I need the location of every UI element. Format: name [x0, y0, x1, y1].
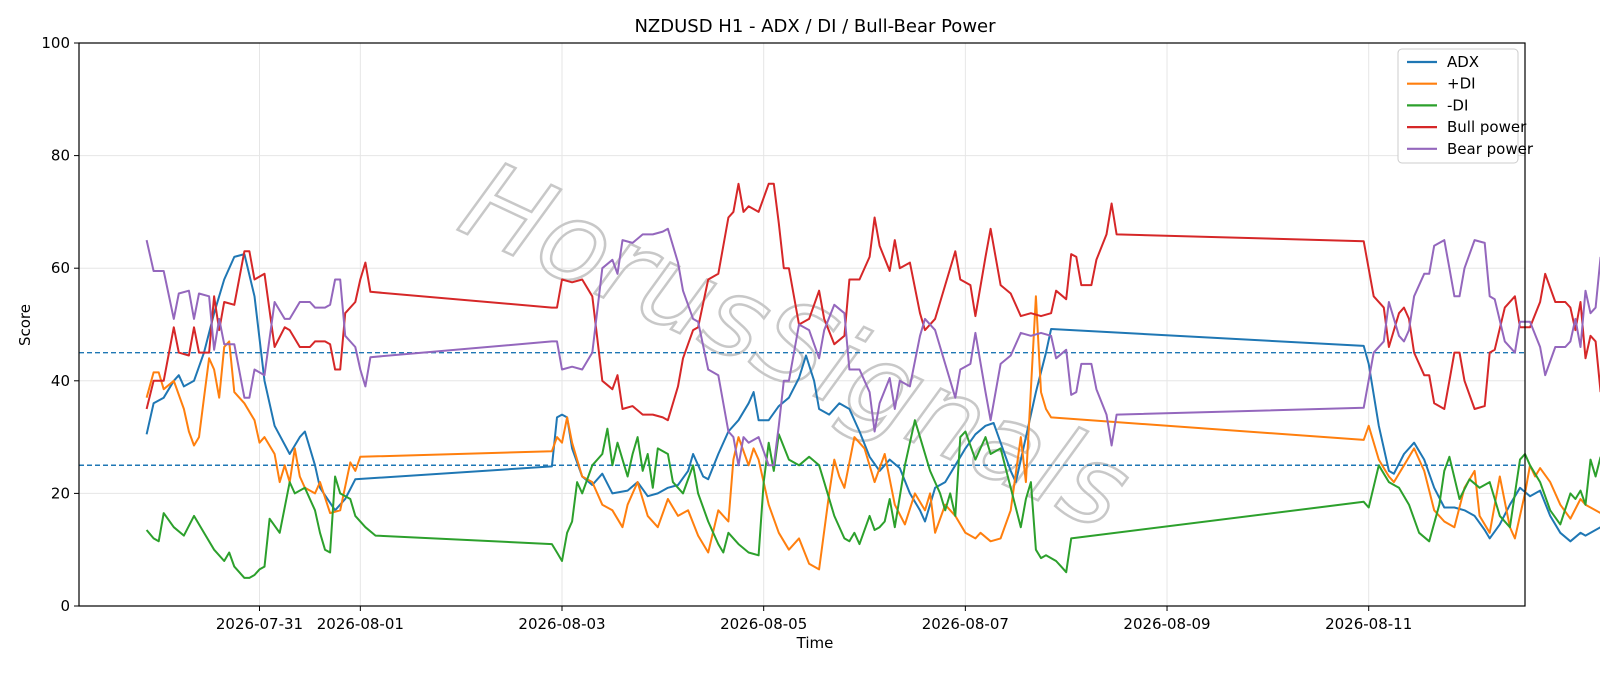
- x-tick-label: 2026-07-31: [216, 615, 303, 633]
- x-tick-label: 2026-08-05: [720, 615, 807, 633]
- y-tick-label: 0: [60, 597, 70, 615]
- y-tick-label: 100: [41, 34, 70, 52]
- y-tick-label: 60: [51, 259, 70, 277]
- x-axis: 2026-07-31 2026-08-01 2026-08-03 2026-08-05…: [216, 606, 1412, 633]
- legend-label: ADX: [1447, 53, 1479, 71]
- series-line-bear-power: [145, 227, 1600, 467]
- series-line-bull-power: [145, 182, 1600, 422]
- x-tick-label: 2026-08-11: [1325, 615, 1412, 633]
- series-line-adx: [145, 253, 1600, 543]
- chart-title: NZDUSD H1 - ADX / DI / Bull-Bear Power: [634, 16, 996, 37]
- x-tick-label: 2026-08-03: [518, 615, 605, 633]
- series-line-di: [145, 419, 1600, 579]
- x-axis-label: Time: [796, 634, 834, 652]
- y-tick-label: 40: [51, 372, 70, 390]
- x-tick-label: 2026-08-09: [1123, 615, 1210, 633]
- legend-label: -DI: [1447, 96, 1468, 114]
- y-tick-label: 20: [51, 484, 70, 502]
- legend-label: +DI: [1447, 75, 1476, 93]
- y-axis: 0 20 40 60 80 100: [41, 34, 79, 615]
- x-tick-label: 2026-08-01: [317, 615, 404, 633]
- threshold-lines: [79, 351, 1525, 466]
- y-tick-label: 80: [51, 147, 70, 165]
- legend: ADX +DI -DI Bull power Bear power: [1397, 48, 1534, 164]
- plot-frame: [78, 42, 1526, 607]
- legend-label: Bear power: [1447, 140, 1534, 158]
- y-axis-label: Score: [16, 304, 34, 346]
- legend-box: [1397, 48, 1519, 164]
- legend-label: Bull power: [1447, 118, 1527, 136]
- series-lines: [145, 182, 1600, 579]
- series-line-di: [145, 295, 1600, 571]
- x-tick-label: 2026-08-07: [922, 615, 1009, 633]
